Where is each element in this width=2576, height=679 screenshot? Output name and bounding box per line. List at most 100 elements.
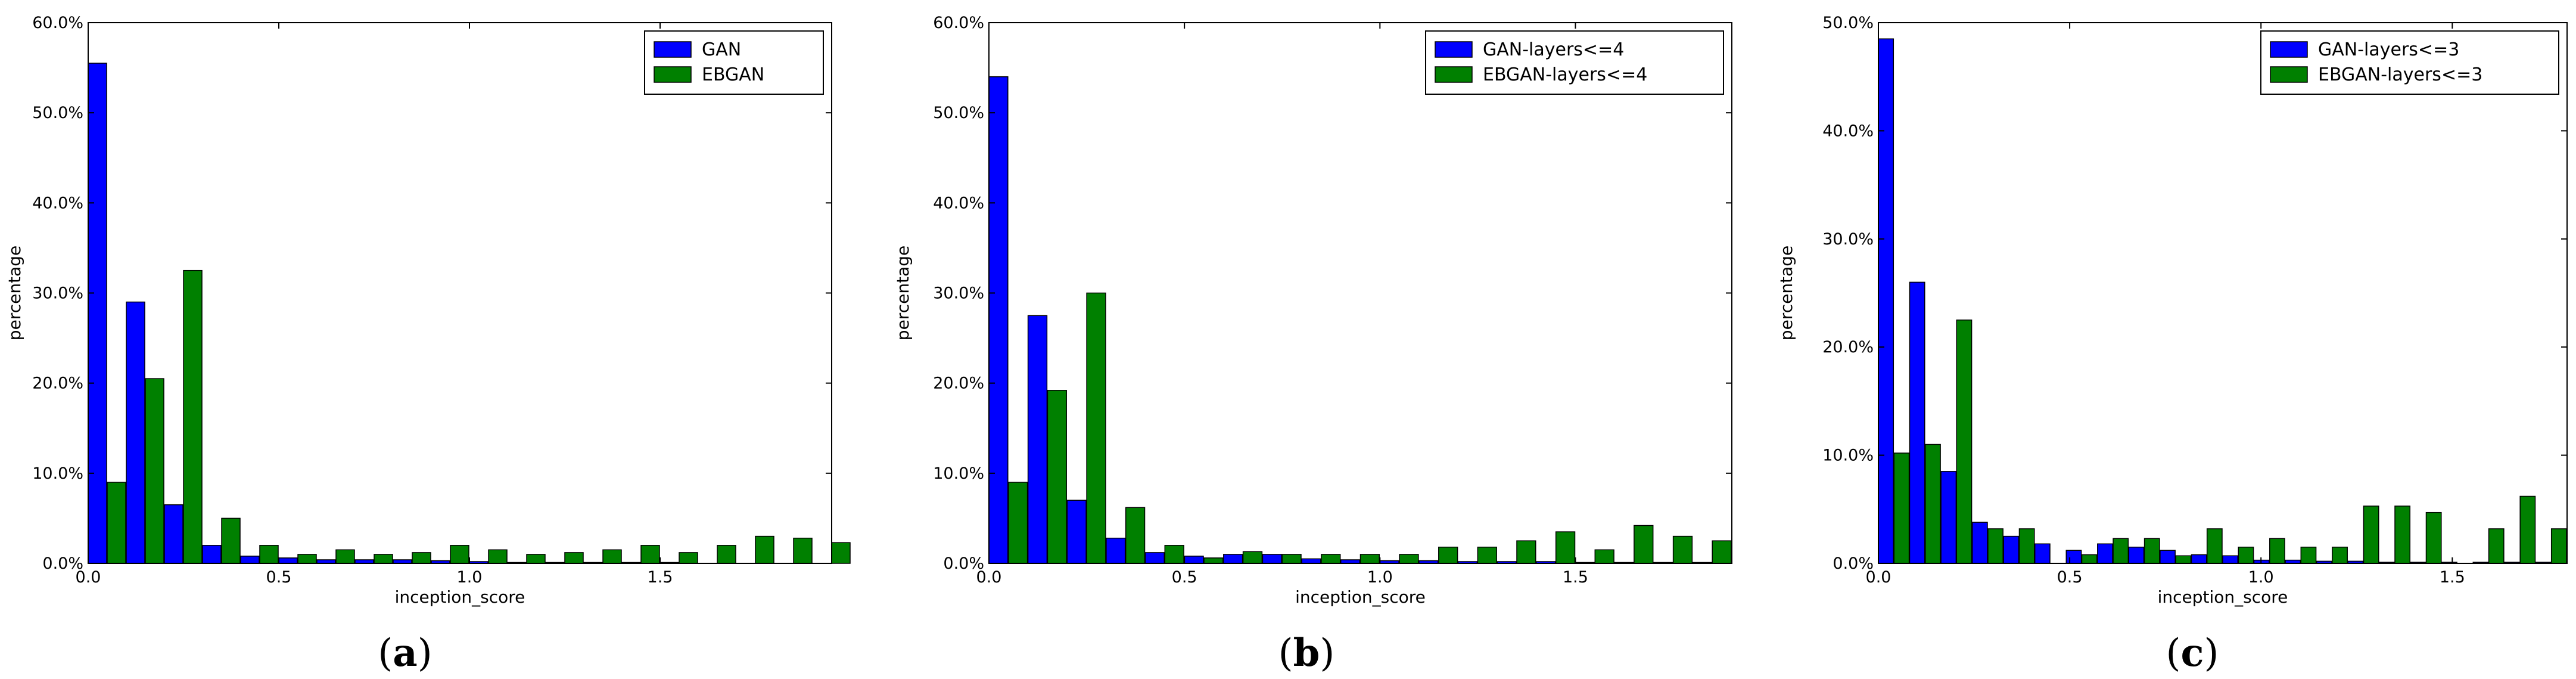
legend-label: GAN [702, 39, 741, 60]
bar-ebgan [412, 552, 431, 564]
bar-ebgan [1125, 507, 1146, 564]
bar-gan [2065, 550, 2082, 564]
legend-label: EBGAN-layers<=4 [1483, 64, 1647, 85]
bar-ebgan [221, 517, 241, 564]
bar-gan [1223, 554, 1243, 564]
bar-ebgan [2143, 538, 2160, 564]
bar-ebgan [755, 535, 774, 564]
y-tick-label: 10.0% [32, 464, 83, 483]
bar-ebgan [1987, 528, 2003, 564]
bar-gan [2160, 550, 2176, 564]
bar-ebgan [2113, 538, 2129, 564]
bar-gan [1940, 471, 1957, 564]
bar-gan [2128, 547, 2145, 564]
y-tick-label: 30.0% [32, 284, 83, 303]
legend-box [1425, 30, 1724, 95]
y-tick-label: 10.0% [1822, 447, 1874, 465]
bar-ebgan [1321, 554, 1341, 564]
y-tick-label: 60.0% [32, 14, 83, 32]
bar-ebgan [1477, 547, 1497, 564]
bar-ebgan [2394, 506, 2411, 564]
bar-ebgan [831, 542, 851, 564]
y-tick-label: 0.0% [1833, 554, 1874, 573]
bar-gan [1878, 38, 1894, 564]
bar-ebgan [2425, 511, 2442, 564]
legend: GAN EBGAN [644, 30, 824, 95]
bar-ebgan [526, 554, 546, 564]
panels: 0.0% 10.0% 20.0% 30.0% 40.0% 50.0% 60.0% 0.0 0.5… [5, 14, 2568, 675]
y-tick-label: 50.0% [32, 104, 83, 122]
y-tick-label: 10.0% [933, 464, 984, 483]
x-tick-label: 0.0 [76, 568, 101, 587]
x-tick-label: 0.5 [1172, 568, 1197, 587]
x-axis-title: inception_score [2158, 587, 2288, 607]
x-tick-label: 0.5 [2057, 568, 2083, 587]
bar-ebgan [259, 545, 279, 564]
bar-ebgan [2519, 495, 2536, 564]
bar-gan [1184, 556, 1204, 564]
y-tick-label: 30.0% [933, 284, 984, 303]
bar-ebgan [1281, 554, 1302, 564]
legend: GAN-layers<=4 EBGAN-layers<=4 [1425, 30, 1724, 95]
bar-ebgan [640, 545, 660, 564]
bar-gan [240, 556, 260, 564]
x-tick-label: 0.0 [1866, 568, 1891, 587]
bar-ebgan [1086, 292, 1106, 564]
bar-ebgan [488, 549, 508, 564]
x-axis-title: inception_score [1295, 587, 1426, 607]
bars [1878, 38, 2567, 564]
x-tick-label: 1.5 [2440, 568, 2465, 587]
bar-ebgan [602, 549, 622, 564]
y-tick-label: 0.0% [943, 554, 984, 573]
bar-ebgan [1008, 482, 1028, 564]
bar-gan [1971, 522, 1988, 564]
legend: GAN-layers<=3 EBGAN-layers<=3 [2260, 30, 2559, 95]
bar-ebgan [1438, 547, 1458, 564]
bar-gan [278, 557, 298, 564]
y-axis-title: percentage [1777, 246, 1796, 340]
y-tick-label: 20.0% [32, 374, 83, 393]
histogram-panel-a: 0.0% 10.0% 20.0% 30.0% 40.0% 50.0% 60.0% 0.0 0.5… [5, 14, 851, 675]
x-tick-label: 1.5 [648, 568, 673, 587]
y-tick-label: 40.0% [1822, 122, 1874, 140]
bar-ebgan [450, 545, 469, 564]
bar-ebgan [1555, 531, 1576, 564]
bar-ebgan [2238, 547, 2254, 564]
bar-gan [1262, 554, 1282, 564]
y-tick-label: 50.0% [933, 104, 984, 122]
y-tick-label: 20.0% [1822, 338, 1874, 356]
bar-ebgan [2488, 528, 2505, 564]
bar-gan [1909, 281, 1925, 564]
bar-ebgan [183, 269, 203, 564]
bars [88, 63, 851, 564]
y-tick-label: 30.0% [1822, 230, 1874, 249]
bar-ebgan [679, 552, 698, 564]
bar-gan [2191, 554, 2207, 564]
bar-gan [88, 63, 107, 564]
x-tick-label: 1.0 [457, 568, 483, 587]
legend-swatch [654, 41, 692, 58]
bar-ebgan [335, 549, 355, 564]
bar-ebgan [793, 537, 813, 564]
bar-ebgan [1925, 444, 1941, 564]
x-tick-label: 0.5 [266, 568, 292, 587]
legend-swatch [1435, 66, 1473, 83]
x-tick-label: 0.0 [976, 568, 1002, 587]
bar-gan [2034, 543, 2051, 564]
x-tick-label: 1.0 [2248, 568, 2274, 587]
plot-frame [1878, 22, 2568, 564]
bar-ebgan [1893, 452, 1910, 564]
bar-ebgan [1047, 390, 1067, 564]
bar-gan [164, 504, 183, 564]
bar-ebgan [1516, 540, 1536, 564]
y-tick-label: 40.0% [933, 194, 984, 212]
bar-ebgan [1242, 551, 1263, 564]
y-tick-label: 50.0% [1822, 14, 1874, 32]
bar-ebgan [2175, 555, 2192, 564]
y-tick-label: 60.0% [933, 14, 984, 32]
bar-ebgan [1203, 557, 1224, 564]
bar-ebgan [374, 554, 393, 564]
bar-gan [1066, 500, 1087, 564]
y-tick-label: 0.0% [42, 554, 83, 573]
